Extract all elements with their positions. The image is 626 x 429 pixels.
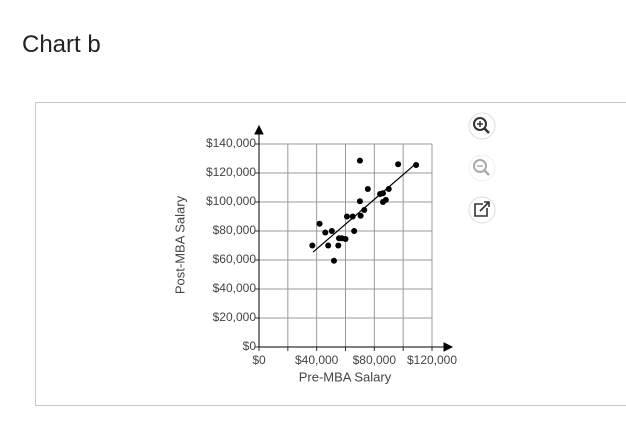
scatter-point <box>356 198 363 205</box>
scatter-point <box>309 242 316 249</box>
scatter-point <box>361 206 368 213</box>
x-tick-label: $120,000 <box>407 353 457 367</box>
y-axis <box>254 124 264 347</box>
chart-panel <box>35 102 626 406</box>
y-tick-label: $140,000 <box>206 136 256 150</box>
scatter-point <box>322 229 329 236</box>
page-title: Chart b <box>22 31 101 58</box>
y-tick-label: $20,000 <box>213 310 257 324</box>
scatter-point <box>349 213 356 220</box>
y-tick-label: $0 <box>243 339 257 353</box>
y-axis-label: Post-MBA Salary <box>172 195 187 294</box>
x-tick-label: $0 <box>252 353 266 367</box>
scatter-point <box>385 185 392 192</box>
scatter-point <box>316 220 323 227</box>
scatter-point <box>395 161 402 168</box>
scatter-point <box>413 162 420 169</box>
scatter-point <box>328 228 335 234</box>
scatter-point <box>357 212 364 219</box>
scatter-point <box>325 242 332 249</box>
scatter-point <box>379 190 386 197</box>
y-tick-label: $100,000 <box>206 194 256 208</box>
zoom-in-button[interactable] <box>468 112 496 140</box>
y-tick-label: $80,000 <box>213 223 257 237</box>
x-axis <box>259 342 454 352</box>
y-tick-label: $120,000 <box>206 165 256 179</box>
scatter-point <box>343 213 350 220</box>
x-tick-label: $40,000 <box>295 353 339 367</box>
scatter-point <box>364 185 371 192</box>
y-tick-label: $60,000 <box>213 252 257 266</box>
scatter-point <box>351 228 358 234</box>
scatter-point <box>382 196 389 203</box>
y-tick-label: $40,000 <box>213 281 257 295</box>
scatter-point <box>356 157 363 164</box>
scatter-point <box>330 257 337 264</box>
x-axis-label: Pre-MBA Salary <box>299 369 392 384</box>
open-external-button[interactable] <box>468 196 496 224</box>
x-tick-label: $80,000 <box>353 353 397 367</box>
scatter-point <box>335 242 342 249</box>
zoom-out-button[interactable] <box>468 154 496 182</box>
scatter-point <box>342 235 349 242</box>
